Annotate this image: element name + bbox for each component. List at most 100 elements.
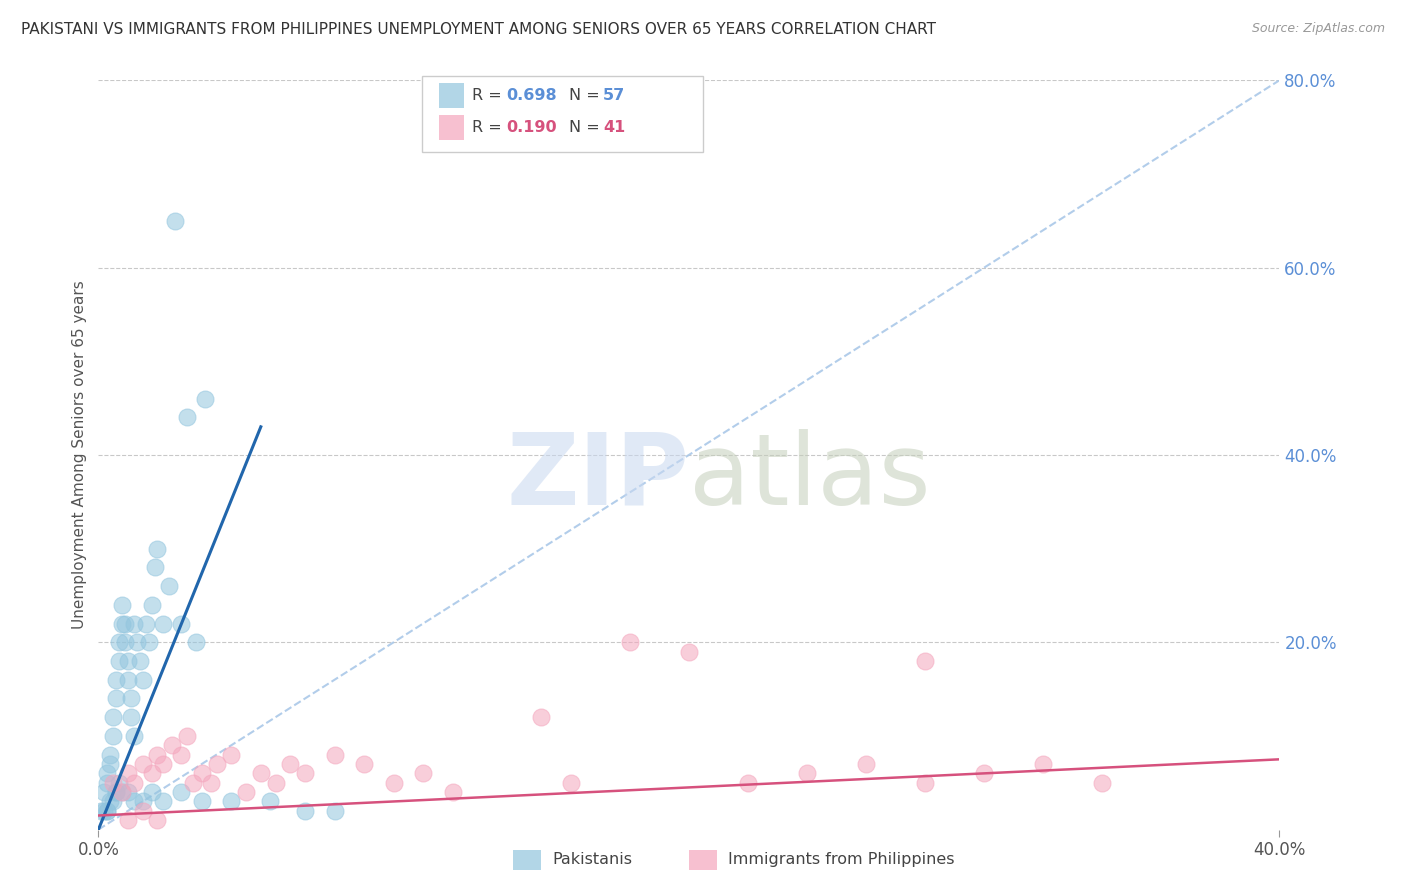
Point	[294, 766, 316, 780]
Point	[105, 673, 128, 687]
Point	[132, 756, 155, 771]
Point	[117, 814, 139, 828]
Point	[560, 776, 582, 790]
Point	[105, 785, 128, 799]
Point	[96, 804, 118, 818]
Point	[152, 756, 174, 771]
Point	[170, 785, 193, 799]
Point	[108, 776, 131, 790]
Text: 0.190: 0.190	[506, 120, 557, 135]
Point	[117, 654, 139, 668]
Text: PAKISTANI VS IMMIGRANTS FROM PHILIPPINES UNEMPLOYMENT AMONG SENIORS OVER 65 YEAR: PAKISTANI VS IMMIGRANTS FROM PHILIPPINES…	[21, 22, 936, 37]
Point	[120, 691, 142, 706]
Y-axis label: Unemployment Among Seniors over 65 years: Unemployment Among Seniors over 65 years	[72, 281, 87, 629]
Text: Immigrants from Philippines: Immigrants from Philippines	[728, 853, 955, 867]
Point	[737, 776, 759, 790]
Text: N =: N =	[569, 120, 606, 135]
Point	[235, 785, 257, 799]
Text: Source: ZipAtlas.com: Source: ZipAtlas.com	[1251, 22, 1385, 36]
Point	[619, 635, 641, 649]
Point	[678, 644, 700, 658]
Point	[323, 804, 346, 818]
Point	[93, 804, 115, 818]
Point	[105, 785, 128, 799]
Point	[441, 785, 464, 799]
Point	[111, 785, 134, 799]
Point	[114, 616, 136, 631]
Point	[132, 804, 155, 818]
Point	[194, 392, 217, 406]
Point	[200, 776, 222, 790]
Point	[280, 756, 302, 771]
Point	[105, 691, 128, 706]
Point	[191, 766, 214, 780]
Point	[114, 635, 136, 649]
Point	[264, 776, 287, 790]
Point	[122, 729, 145, 743]
Point	[796, 766, 818, 780]
Point	[122, 795, 145, 809]
Point	[353, 756, 375, 771]
Point	[152, 795, 174, 809]
Point	[259, 795, 281, 809]
Point	[103, 795, 125, 809]
Point	[382, 776, 405, 790]
Point	[176, 729, 198, 743]
Point	[165, 213, 187, 227]
Point	[117, 673, 139, 687]
Point	[146, 814, 169, 828]
Point	[914, 654, 936, 668]
Point	[96, 776, 118, 790]
Point	[108, 635, 131, 649]
Point	[135, 616, 157, 631]
Point	[125, 635, 148, 649]
Point	[122, 616, 145, 631]
Point	[103, 729, 125, 743]
Point	[1032, 756, 1054, 771]
Point	[181, 776, 204, 790]
Point	[141, 785, 163, 799]
Point	[90, 804, 112, 818]
Text: ZIP: ZIP	[506, 429, 689, 526]
Point	[98, 795, 121, 809]
Point	[973, 766, 995, 780]
Point	[103, 710, 125, 724]
Point	[191, 795, 214, 809]
Point	[152, 616, 174, 631]
Point	[250, 766, 273, 780]
Text: R =: R =	[472, 120, 508, 135]
Point	[128, 654, 150, 668]
Text: N =: N =	[569, 88, 606, 103]
Point	[93, 785, 115, 799]
Point	[96, 766, 118, 780]
Text: Pakistanis: Pakistanis	[553, 853, 633, 867]
Point	[143, 560, 166, 574]
Point	[157, 579, 180, 593]
Point	[98, 747, 121, 762]
Point	[162, 739, 183, 753]
Point	[294, 804, 316, 818]
Text: 0.698: 0.698	[506, 88, 557, 103]
Point	[170, 747, 193, 762]
Point	[170, 616, 193, 631]
Point	[141, 766, 163, 780]
Point	[117, 785, 139, 799]
Point	[184, 635, 207, 649]
Point	[412, 766, 434, 780]
Point	[96, 804, 118, 818]
Point	[132, 673, 155, 687]
Point	[103, 776, 125, 790]
Text: 57: 57	[603, 88, 626, 103]
Point	[117, 766, 139, 780]
Point	[323, 747, 346, 762]
Text: 41: 41	[603, 120, 626, 135]
Point	[146, 541, 169, 556]
Point	[111, 785, 134, 799]
Point	[855, 756, 877, 771]
Point	[176, 410, 198, 425]
Point	[1091, 776, 1114, 790]
Point	[111, 598, 134, 612]
Point	[141, 598, 163, 612]
Point	[122, 776, 145, 790]
Point	[530, 710, 553, 724]
